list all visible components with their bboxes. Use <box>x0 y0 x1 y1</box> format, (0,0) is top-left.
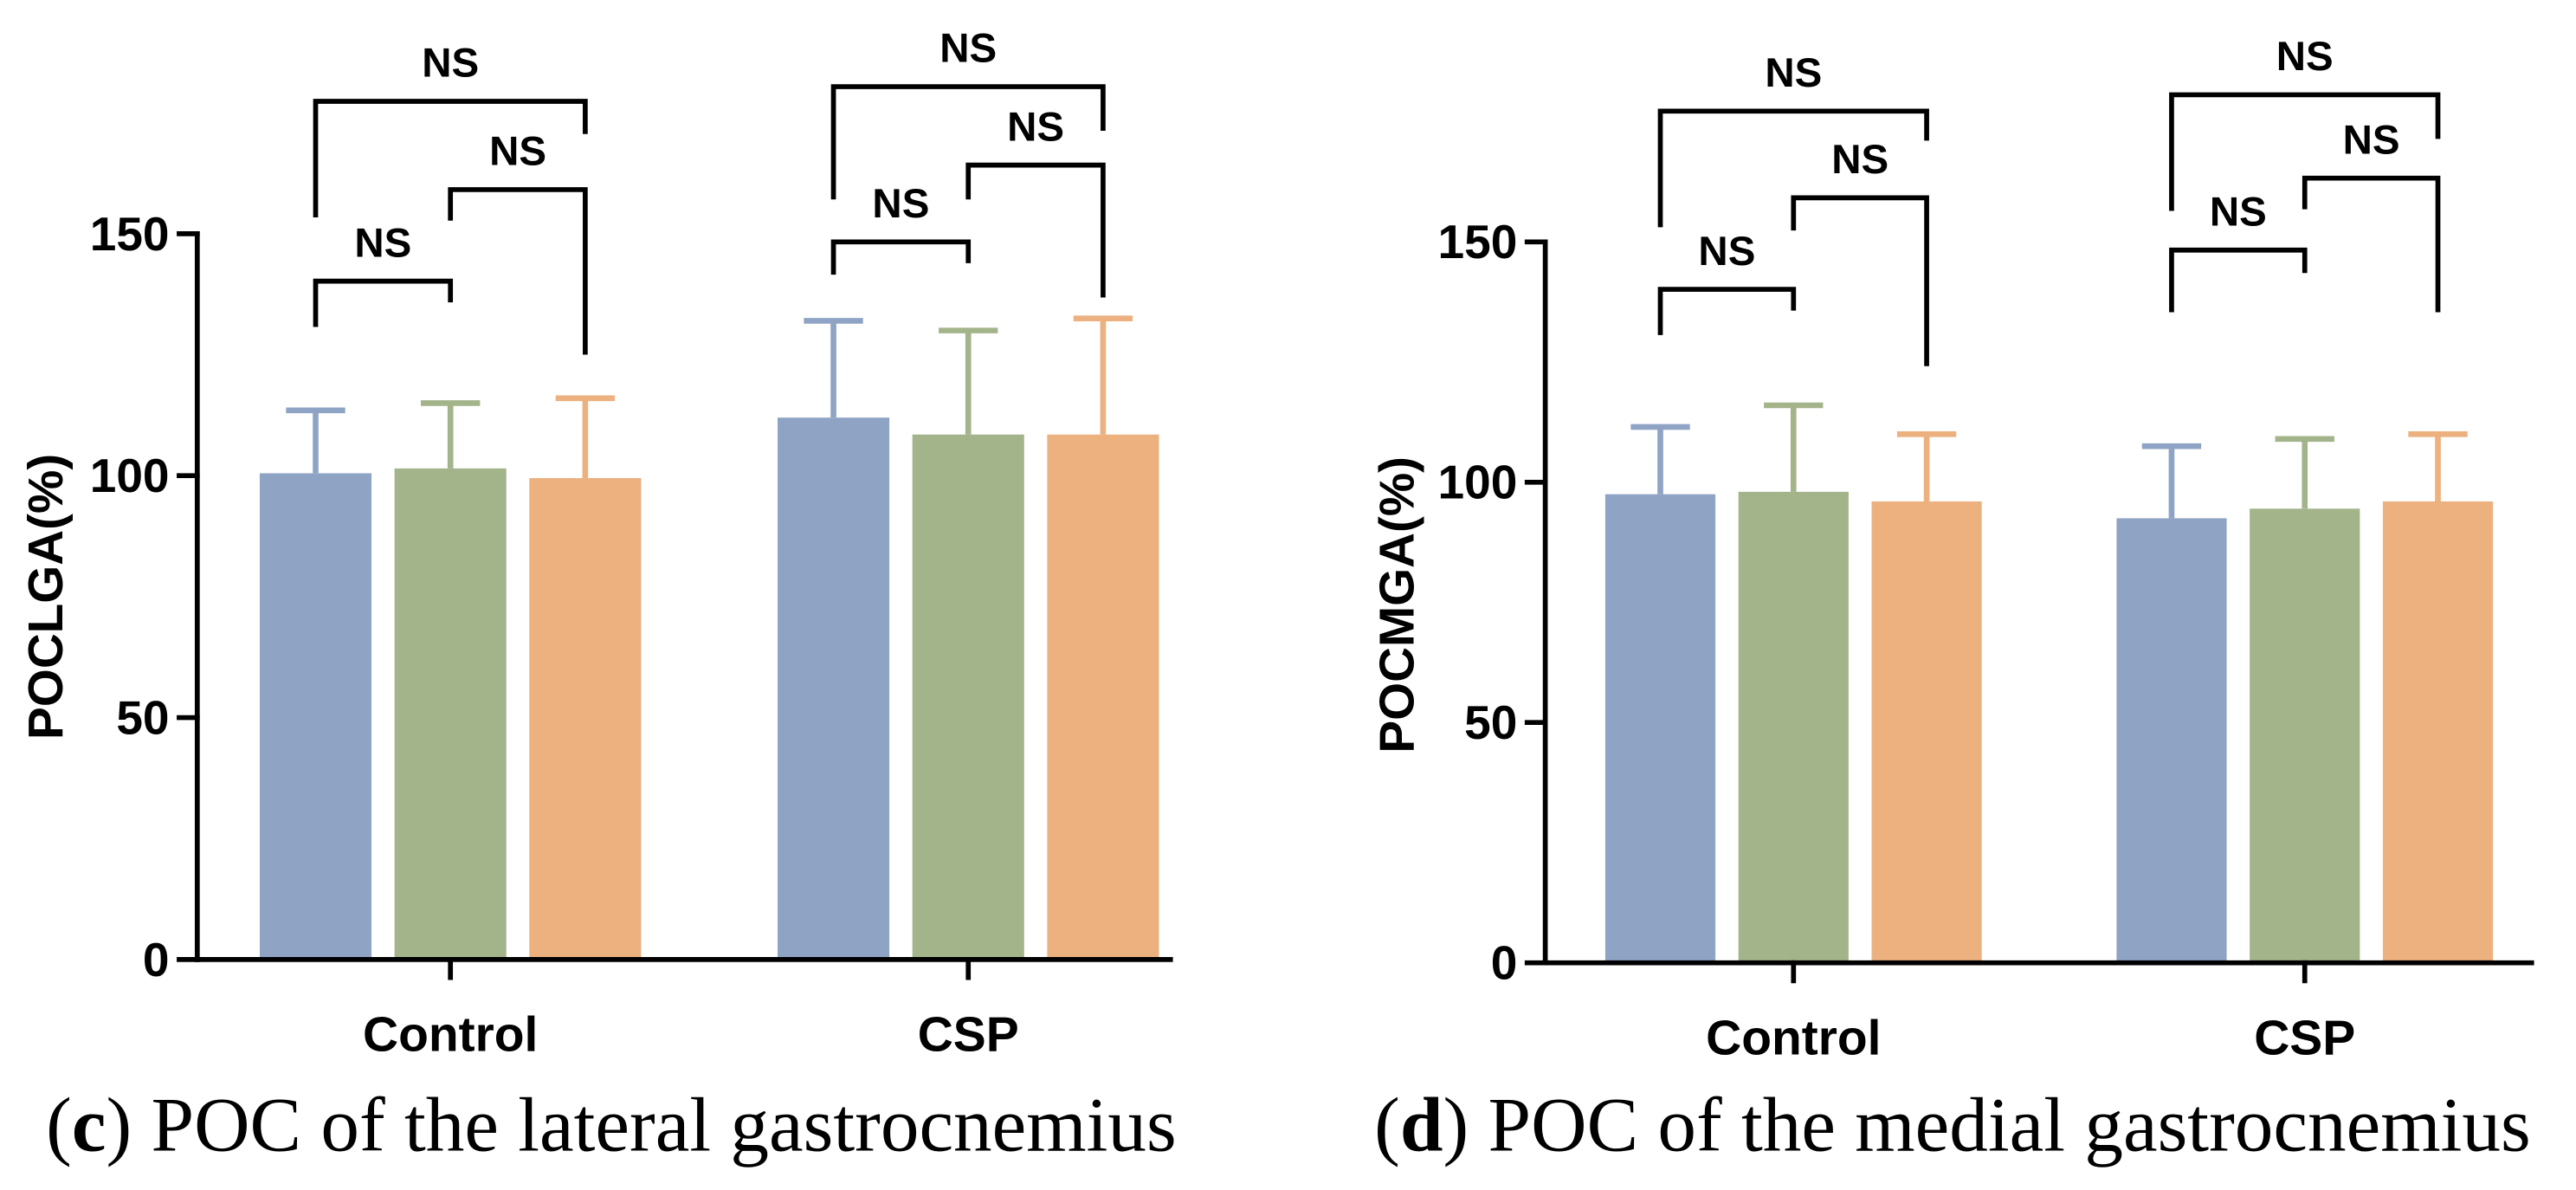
significance-label-control-2-3: NS <box>489 129 546 175</box>
bar-csp-series-1 <box>2116 518 2227 963</box>
caption-text: ) POC of the medial gastrocnemius <box>1443 1083 2531 1168</box>
significance-bracket-control-2-3 <box>448 187 588 355</box>
significance-label-csp-1-2: NS <box>872 181 929 227</box>
bar-control-series-1 <box>1604 494 1716 963</box>
significance-label-control-1-2: NS <box>1698 229 1755 275</box>
x-tick-label-csp: CSP <box>918 1008 1019 1063</box>
significance-label-control-1-2: NS <box>354 220 411 266</box>
caption-text: ) POC of the lateral gastrocnemius <box>106 1083 1176 1168</box>
y-axis-title: POCMGA(%) <box>1371 456 1425 753</box>
significance-label-csp-2-3: NS <box>1007 104 1064 150</box>
significance-bracket-csp-2-3 <box>965 162 1106 298</box>
bar-control-series-3 <box>1871 501 1982 963</box>
significance-bracket-csp-1-3 <box>2169 92 2441 211</box>
y-tick-label-50: 50 <box>1464 695 1517 749</box>
bar-control-series-2 <box>394 468 507 960</box>
significance-label-control-1-3: NS <box>1765 50 1822 96</box>
significance-label-csp-1-3: NS <box>2276 34 2334 80</box>
bar-csp-series-3 <box>1047 434 1159 960</box>
significance-label-csp-1-3: NS <box>939 26 997 72</box>
y-tick-label-150: 150 <box>1438 215 1518 268</box>
caption-open: ( <box>1374 1083 1400 1168</box>
bar-control-series-2 <box>1738 491 1849 963</box>
significance-bracket-control-2-3 <box>1791 195 1929 366</box>
caption-letter: c <box>72 1083 107 1168</box>
y-tick-label-100: 100 <box>90 449 170 502</box>
significance-label-csp-1-2: NS <box>2210 190 2267 236</box>
significance-bracket-csp-2-3 <box>2302 175 2441 313</box>
bar-csp-series-2 <box>912 434 1024 960</box>
x-tick-label-csp: CSP <box>2254 1011 2355 1065</box>
caption-d: (d) POC of the medial gastrocnemius <box>1374 1083 2531 1168</box>
bar-csp-series-3 <box>2382 501 2494 963</box>
caption-letter: d <box>1400 1083 1443 1168</box>
y-tick-label-50: 50 <box>116 691 169 745</box>
bar-control-series-3 <box>529 478 642 960</box>
significance-label-control-2-3: NS <box>1831 137 1888 183</box>
bar-csp-series-2 <box>2250 508 2360 963</box>
significance-bracket-csp-1-2 <box>830 239 972 275</box>
bar-csp-series-1 <box>778 417 890 960</box>
y-tick-label-100: 100 <box>1438 456 1518 509</box>
significance-bracket-csp-1-3 <box>830 84 1106 200</box>
x-tick-label-control: Control <box>363 1008 538 1063</box>
bar-control-series-1 <box>259 473 372 960</box>
significance-bracket-control-1-3 <box>313 99 588 218</box>
significance-bracket-csp-1-2 <box>2169 247 2308 313</box>
significance-bracket-control-1-2 <box>1657 287 1797 335</box>
y-tick-label-0: 0 <box>143 933 170 986</box>
y-tick-label-0: 0 <box>1491 936 1518 990</box>
significance-label-csp-2-3: NS <box>2343 118 2400 164</box>
significance-bracket-control-1-2 <box>313 278 454 327</box>
y-axis-title: POCLGA(%) <box>19 454 74 740</box>
significance-bracket-control-1-3 <box>1657 108 1929 228</box>
y-tick-label-150: 150 <box>90 207 170 261</box>
significance-label-control-1-3: NS <box>422 41 479 87</box>
caption-c: (c) POC of the lateral gastrocnemius <box>46 1083 1177 1168</box>
x-tick-label-control: Control <box>1706 1011 1881 1065</box>
caption-open: ( <box>46 1083 72 1168</box>
